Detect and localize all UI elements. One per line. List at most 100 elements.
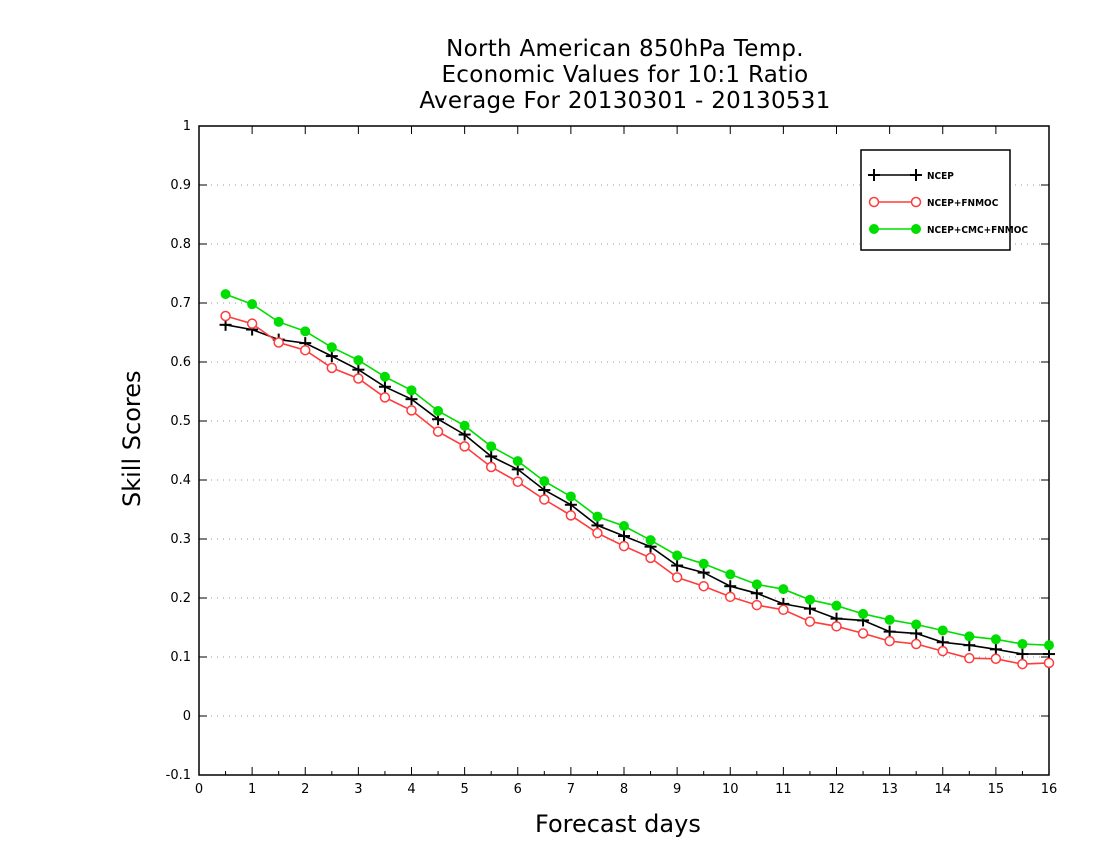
series-2-point-17 (672, 550, 683, 561)
series-0-point-25 (883, 625, 896, 638)
legend-marker-a-2 (869, 224, 879, 234)
series-group (219, 289, 1055, 670)
x-tick-label-3: 3 (354, 782, 362, 797)
series-1-point-28 (964, 652, 975, 664)
series-2-point-20 (751, 579, 762, 590)
series-1-point-18 (698, 580, 709, 592)
series-2-point-4 (326, 342, 337, 353)
x-tick-label-14: 14 (934, 782, 951, 797)
series-2-point-24 (858, 608, 869, 619)
x-tick-label-6: 6 (514, 782, 522, 797)
series-0-point-17 (671, 559, 684, 572)
series-1-point-5 (353, 373, 364, 384)
series-0-point-19 (724, 580, 737, 593)
y-tick-label-8: 0.7 (170, 296, 191, 311)
legend-marker-a-0 (868, 169, 880, 181)
series-1-point-1 (246, 318, 258, 329)
series-2-point-5 (353, 355, 364, 366)
y-tick-label-6: 0.5 (170, 414, 191, 429)
series-1-point-10 (485, 461, 497, 473)
chart-title-line-2: Economic Values for 10:1 Ratio (441, 62, 809, 88)
legend-label-2: NCEP+CMC+FNMOC (927, 225, 1028, 236)
y-tick-label-0: -0.1 (166, 768, 191, 783)
series-1-point-7 (406, 405, 417, 416)
legend-marker-a-1 (868, 196, 880, 208)
series-2-point-22 (804, 594, 815, 605)
series-1-point-0 (220, 310, 231, 322)
series-2-point-10 (486, 441, 497, 452)
chart-title-line-3: Average For 20130301 - 20130531 (419, 88, 831, 114)
x-tick-label-7: 7 (567, 782, 575, 797)
series-2-point-21 (778, 584, 789, 595)
series-1-point-14 (592, 527, 603, 539)
series-1-point-27 (937, 645, 948, 657)
y-tick-label-9: 0.8 (170, 237, 191, 252)
series-2-point-3 (300, 326, 311, 337)
x-tick-label-0: 0 (195, 782, 203, 797)
series-line-2 (225, 293, 1050, 646)
series-2-point-15 (619, 521, 629, 532)
legend-label-0: NCEP (927, 171, 954, 182)
series-line-1 (225, 315, 1050, 665)
series-1-point-9 (459, 441, 470, 452)
x-tick-label-13: 13 (881, 782, 898, 797)
x-tick-label-1: 1 (248, 782, 256, 797)
chart-title-line-1: North American 850hPa Temp. (446, 36, 804, 62)
x-tick-label-15: 15 (988, 782, 1005, 797)
x-tick-label-4: 4 (407, 782, 415, 797)
series-1-point-30 (1017, 658, 1028, 670)
legend-label-1: NCEP+FNMOC (927, 198, 999, 209)
series-2-point-6 (379, 371, 390, 382)
x-tick-label-5: 5 (460, 782, 468, 797)
series-0-point-6 (378, 380, 391, 393)
series-2-point-18 (698, 558, 709, 569)
series-2-point-19 (725, 569, 736, 580)
series-1-point-23 (831, 621, 842, 632)
grid-lines (199, 184, 1049, 717)
series-2-point-7 (406, 385, 417, 396)
legend-box (860, 149, 1011, 251)
series-1-point-15 (618, 540, 630, 552)
series-2-point-11 (512, 456, 523, 467)
legend-marker-b-2 (911, 224, 921, 234)
series-0-point-30 (1016, 648, 1029, 661)
axes: -0.100.10.20.30.40.50.60.70.80.910 1 2 3 4 5 6… (166, 119, 1058, 797)
series-1-point-6 (379, 392, 391, 403)
series-1-point-17 (671, 572, 683, 583)
y-tick-label-7: 0.6 (170, 355, 191, 370)
series-1-point-20 (751, 599, 763, 611)
series-0 (219, 318, 1055, 661)
series-2-point-13 (565, 491, 576, 502)
series-2-point-2 (273, 316, 284, 327)
series-1-point-12 (539, 494, 550, 505)
x-axis-title: Forecast days (535, 810, 701, 838)
series-2-point-26 (911, 619, 922, 630)
series-2-point-12 (539, 476, 550, 487)
x-tick-label-2: 2 (301, 782, 309, 797)
series-1-point-21 (778, 604, 789, 616)
x-tick-label-9: 9 (673, 782, 681, 797)
series-1-point-11 (512, 476, 523, 488)
series-2-point-31 (1044, 640, 1054, 651)
series-1-point-4 (326, 362, 338, 374)
series-1 (220, 310, 1055, 670)
series-1-point-16 (645, 552, 656, 564)
series-1-point-19 (725, 591, 736, 603)
x-tick-label-12: 12 (828, 782, 845, 797)
legend: NCEP NCEP+FNMOC NCEP+CMC+FNMOC (860, 149, 1028, 251)
series-1-point-26 (910, 638, 922, 650)
y-tick-label-4: 0.3 (170, 532, 191, 547)
series-2-point-16 (645, 535, 656, 546)
y-axis-title: Skill Scores (118, 370, 146, 508)
legend-marker-b-1 (910, 196, 922, 208)
series-1-point-31 (1043, 657, 1055, 669)
y-tick-label-11: 1 (183, 119, 191, 134)
series-0-point-15 (618, 530, 630, 543)
series-2-point-30 (1017, 639, 1028, 650)
series-1-point-13 (565, 510, 577, 521)
legend-marker-b-0 (910, 169, 922, 181)
series-2-point-14 (592, 511, 603, 522)
y-tick-label-5: 0.4 (170, 473, 191, 488)
y-tick-label-1: 0 (183, 709, 191, 724)
